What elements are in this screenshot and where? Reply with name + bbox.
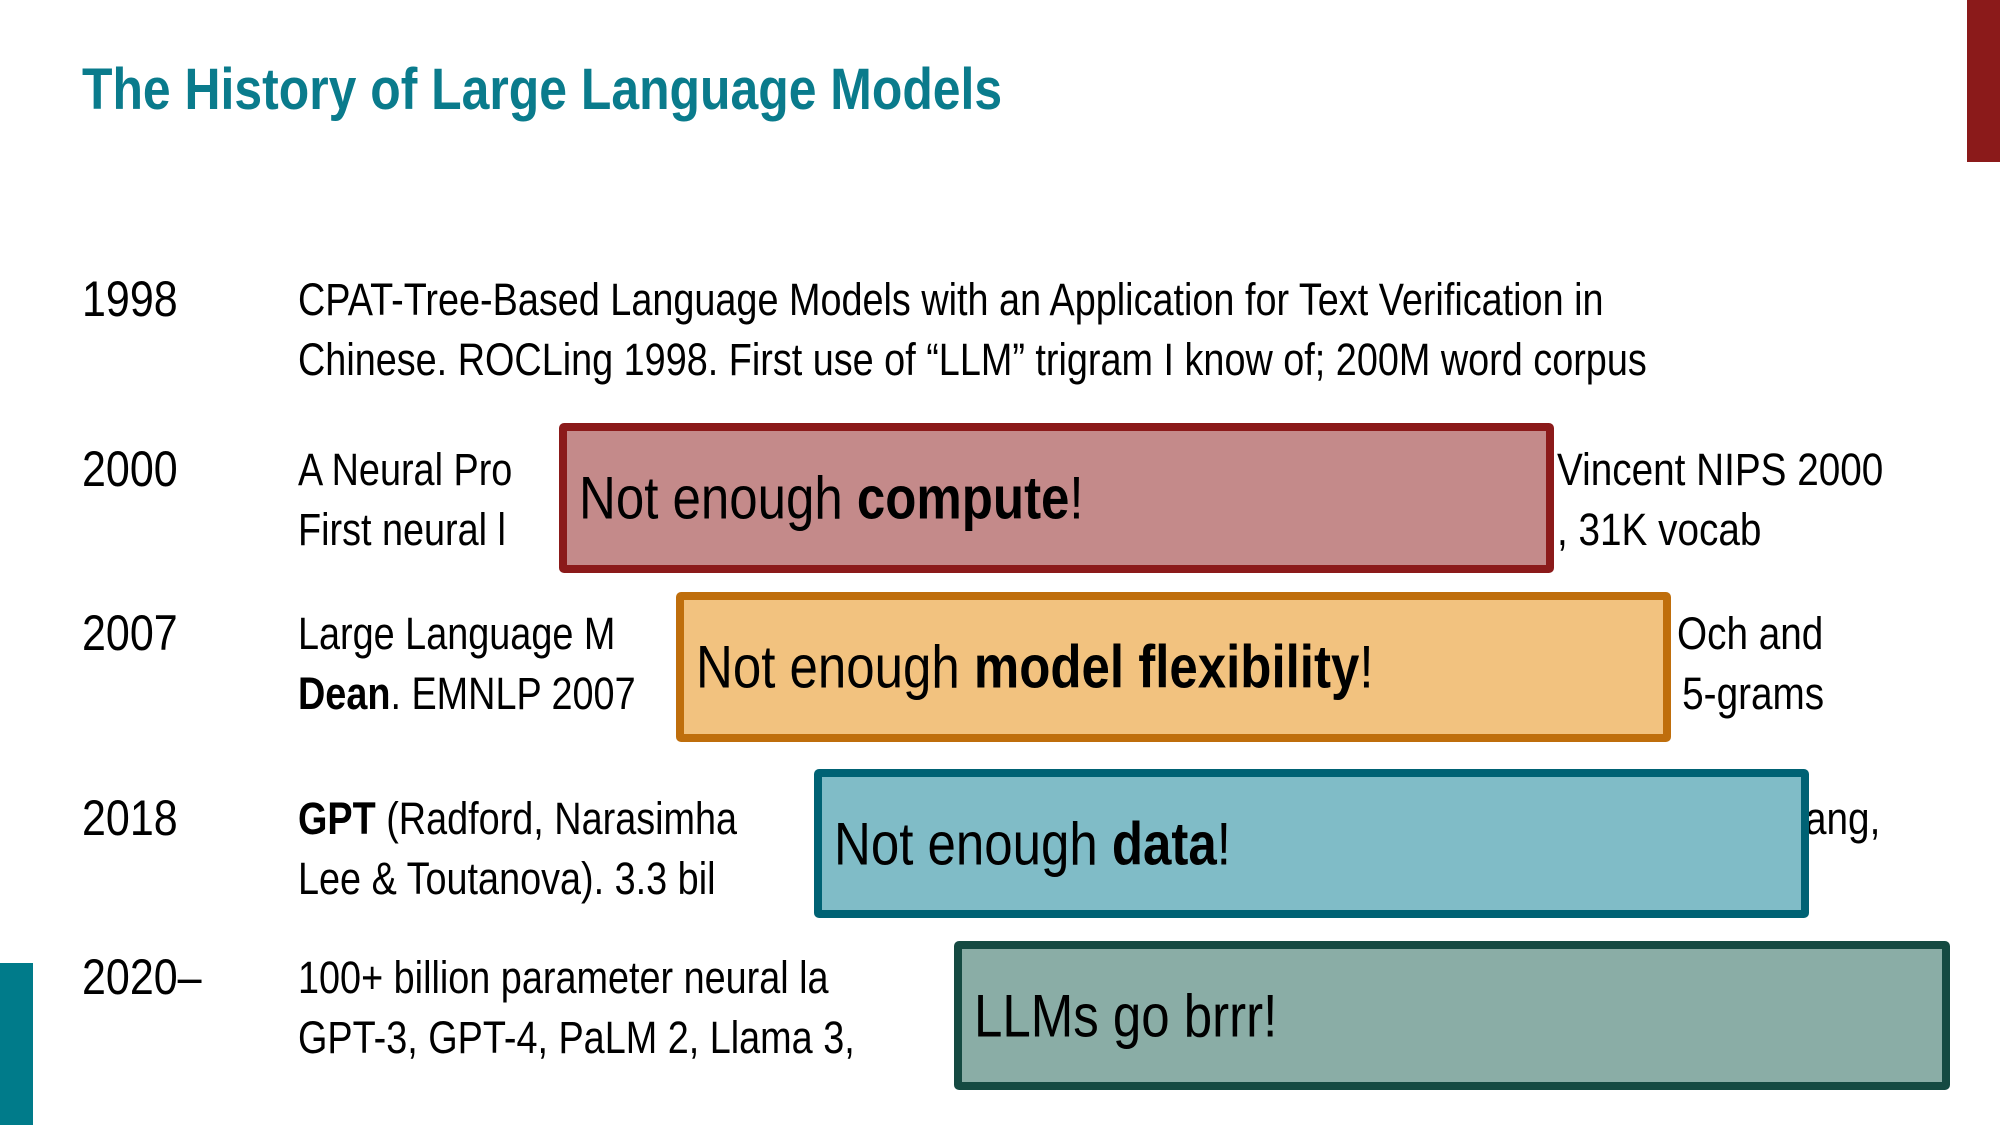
description-line: Chinese. ROCLing 1998. First use of “LLM… (298, 334, 1647, 385)
callout-text: Not enough (696, 633, 974, 701)
callout-text: LLMs go brrr! (974, 982, 1278, 1049)
callout-not-enough-data: Not enough data! (814, 769, 1809, 918)
description-text: 5-grams (1682, 668, 1825, 719)
slide-title: The History of Large Language Models (82, 57, 1003, 122)
timeline-year: 2007 (82, 605, 178, 661)
callout-text: ! (1216, 810, 1231, 877)
model-name-bold: GPT (298, 793, 376, 844)
timeline-description: A Neural Pro First neural l (298, 440, 512, 560)
callout-text: Not enough (579, 464, 857, 532)
timeline-year: 2020– (82, 949, 202, 1005)
description-text: Lee & Toutanova). 3.3 bil (298, 853, 716, 904)
timeline-description: CPAT-Tree-Based Language Models with an … (298, 270, 1647, 390)
description-text: ang, (1805, 793, 1881, 844)
timeline-description-right: ang, (1805, 789, 1880, 849)
timeline-year: 1998 (82, 271, 178, 327)
description-text: . EMNLP 2007 (390, 668, 636, 719)
callout-text: ! (1359, 633, 1374, 701)
description-text: A Neural Pro (298, 444, 513, 495)
callout-emphasis: data (1111, 810, 1217, 877)
timeline-year: 2018 (82, 790, 178, 846)
description-text: 100+ billion parameter neural la (298, 952, 829, 1003)
description-text: Och and (1677, 608, 1824, 659)
top-right-accent-bar (1967, 0, 2000, 162)
callout-not-enough-compute: Not enough compute! (559, 423, 1554, 573)
description-text: Large Language M (298, 608, 616, 659)
callout-llms-go-brrr: LLMs go brrr! (954, 941, 1950, 1090)
bottom-left-accent-bar (0, 963, 33, 1125)
description-text: First neural l (298, 504, 506, 555)
timeline-year: 2000 (82, 441, 178, 497)
timeline-description: 100+ billion parameter neural la GPT-3, … (298, 948, 855, 1068)
callout-emphasis: compute (856, 464, 1070, 532)
description-text: Vincent NIPS 2000 (1557, 444, 1884, 495)
callout-text: Not enough (834, 810, 1112, 877)
description-text: , 31K vocab (1557, 504, 1762, 555)
callout-not-enough-model-flexibility: Not enough model flexibility! (676, 592, 1671, 742)
timeline-description: Large Language M Dean. EMNLP 2007 (298, 604, 636, 724)
timeline-description: GPT (Radford, Narasimha Lee & Toutanova)… (298, 789, 737, 909)
callout-emphasis: model flexibility (973, 633, 1360, 701)
callout-text: ! (1069, 464, 1084, 532)
author-bold: Dean (298, 668, 391, 719)
timeline-description-right: Och and 5-grams (1677, 604, 1824, 724)
description-text: GPT-3, GPT-4, PaLM 2, Llama 3, (298, 1012, 855, 1063)
description-text: (Radford, Narasimha (375, 793, 738, 844)
timeline-description-right: Vincent NIPS 2000 , 31K vocab (1557, 440, 1883, 560)
description-line: CPAT-Tree-Based Language Models with an … (298, 274, 1604, 325)
